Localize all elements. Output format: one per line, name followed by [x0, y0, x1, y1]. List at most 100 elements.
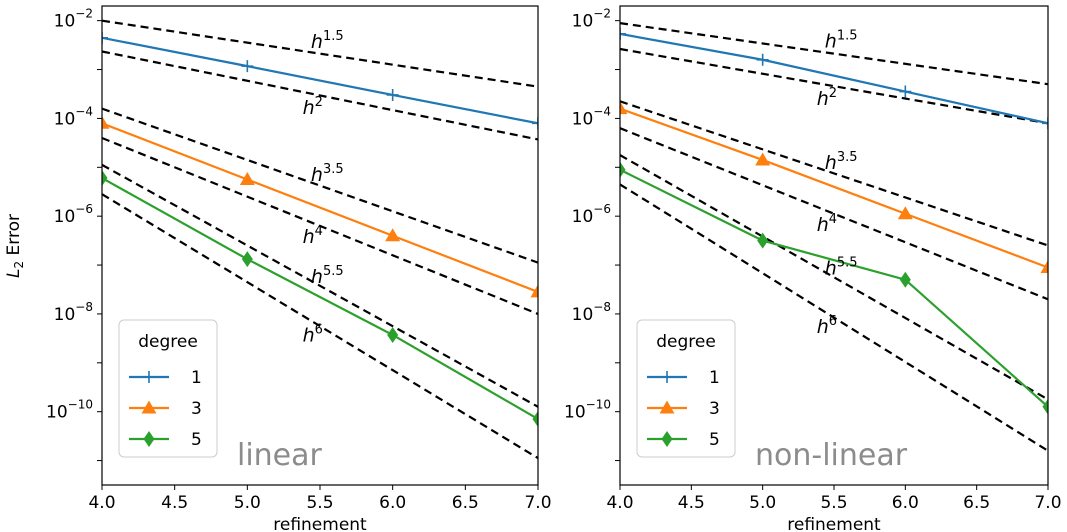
y-tick-label: 10−10: [46, 398, 93, 423]
x-tick-label: 4.0: [606, 493, 633, 513]
x-tick-label: 4.5: [161, 493, 188, 513]
x-tick-label: 6.5: [963, 493, 990, 513]
y-tick-label: 10−4: [572, 104, 611, 129]
plot-area: [102, 19, 538, 460]
legend-marker-1: [661, 371, 673, 383]
x-tick-label: 6.5: [452, 493, 479, 513]
data-point-5-2: [899, 271, 911, 288]
y-tick-label: 10−2: [572, 7, 611, 32]
data-point-1-0: [620, 27, 626, 40]
data-point-3-2: [897, 206, 913, 220]
x-tick-label: 6.0: [892, 493, 919, 513]
legend-marker-3: [659, 400, 675, 414]
legend-label-5: 5: [709, 430, 720, 450]
data-point-5-1: [757, 232, 769, 249]
data-point-5-2: [387, 326, 399, 343]
x-tick-label: 6.0: [379, 493, 406, 513]
data-point-1-1: [241, 60, 254, 73]
reference-label-3: h4: [303, 224, 323, 248]
x-tick-label: 5.0: [749, 493, 776, 513]
data-point-3-2: [385, 228, 401, 242]
panel-label: linear: [237, 438, 323, 473]
reference-line-2: [620, 100, 1048, 247]
data-point-1-0: [102, 31, 108, 44]
legend-title: degree: [656, 332, 716, 352]
y-axis-label: L2 Error: [4, 214, 26, 278]
reference-label-0: h1.5: [311, 29, 344, 53]
legend-label-1: 1: [191, 368, 202, 388]
y-tick-label: 10−8: [54, 300, 93, 325]
reference-label-4: h5.5: [825, 255, 858, 279]
data-point-1-3: [532, 117, 538, 130]
panels: h1.5 h2 h3.5 h4 h5.5 h6 4.0 4.5 5.0 5.5 6.0 6.5 7.0 r…: [46, 5, 1062, 532]
y-tick-label: 10−6: [572, 202, 611, 227]
data-point-1-2: [386, 88, 399, 101]
reference-label-1: h2: [303, 95, 323, 119]
reference-line-4: [102, 163, 538, 408]
y-tick-label: 10−10: [564, 398, 611, 423]
data-point-3-3: [1040, 259, 1048, 273]
y-tick-label: 10−8: [572, 300, 611, 325]
reference-line-0: [620, 22, 1048, 86]
x-axis-label: refinement: [787, 515, 881, 532]
series-line-3: [102, 122, 538, 293]
legend-label-5: 5: [191, 430, 202, 450]
legend: degree 1 3 5: [118, 319, 218, 458]
series-line-3: [620, 107, 1048, 269]
reference-line-3: [620, 127, 1048, 301]
legend-marker-1: [143, 371, 155, 383]
series-line-5: [102, 177, 538, 420]
reference-line-1: [620, 47, 1048, 125]
chart-panel-1: h1.5 h2 h3.5 h4 h5.5 h6 4.0 4.5 5.0 5.5 6.0 6.5 7.0 r…: [46, 5, 552, 532]
legend-box: [118, 319, 218, 458]
plot-area: [620, 22, 1048, 452]
legend-label-3: 3: [709, 399, 720, 419]
legend-marker-3: [141, 400, 157, 414]
x-tick-label: 5.5: [306, 493, 333, 513]
legend-label-1: 1: [709, 368, 720, 388]
reference-label-5: h6: [817, 314, 837, 338]
x-axis-label: refinement: [273, 515, 367, 532]
data-point-5-3: [532, 411, 538, 428]
reference-label-0: h1.5: [825, 29, 858, 53]
reference-line-5: [102, 193, 538, 460]
reference-line-5: [620, 183, 1048, 452]
series-line-5: [620, 168, 1048, 408]
legend-marker-5: [143, 431, 155, 447]
reference-label-5: h6: [303, 323, 323, 347]
series-line-1: [620, 32, 1048, 125]
reference-line-4: [620, 154, 1048, 401]
reference-label-3: h4: [817, 212, 837, 236]
x-tick-label: 4.5: [678, 493, 705, 513]
reference-label-2: h3.5: [825, 150, 858, 174]
legend-box: [636, 319, 736, 458]
data-point-1-2: [899, 85, 912, 98]
data-point-5-0: [102, 170, 108, 187]
data-point-3-1: [755, 152, 771, 166]
x-tick-label: 7.0: [524, 493, 551, 513]
reference-line-3: [102, 136, 538, 315]
data-point-1-1: [756, 53, 769, 66]
data-point-5-0: [620, 161, 626, 178]
x-tick-label: 7.0: [1034, 493, 1061, 513]
chart-panel-2: h1.5 h2 h3.5 h4 h5.5 h6 4.0 4.5 5.0 5.5 6.0 6.5 7.0 r…: [564, 5, 1062, 532]
legend-title: degree: [138, 332, 198, 352]
data-point-3-3: [530, 284, 538, 298]
data-point-3-0: [102, 115, 110, 129]
reference-line-0: [102, 19, 538, 88]
y-tick-label: 10−6: [54, 202, 93, 227]
y-tick-label: 10−4: [54, 104, 93, 129]
y-tick-label: 10−2: [54, 7, 93, 32]
reference-label-1: h2: [817, 86, 837, 110]
data-point-5-3: [1042, 398, 1048, 415]
legend-marker-5: [661, 431, 673, 447]
x-tick-label: 5.0: [234, 493, 261, 513]
data-point-1-3: [1042, 117, 1048, 130]
reference-label-4: h5.5: [311, 264, 344, 288]
legend-label-3: 3: [191, 399, 202, 419]
series-line-1: [102, 36, 538, 125]
data-point-3-0: [620, 101, 628, 115]
legend: degree 1 3 5: [636, 319, 736, 458]
x-tick-label: 5.5: [820, 493, 847, 513]
